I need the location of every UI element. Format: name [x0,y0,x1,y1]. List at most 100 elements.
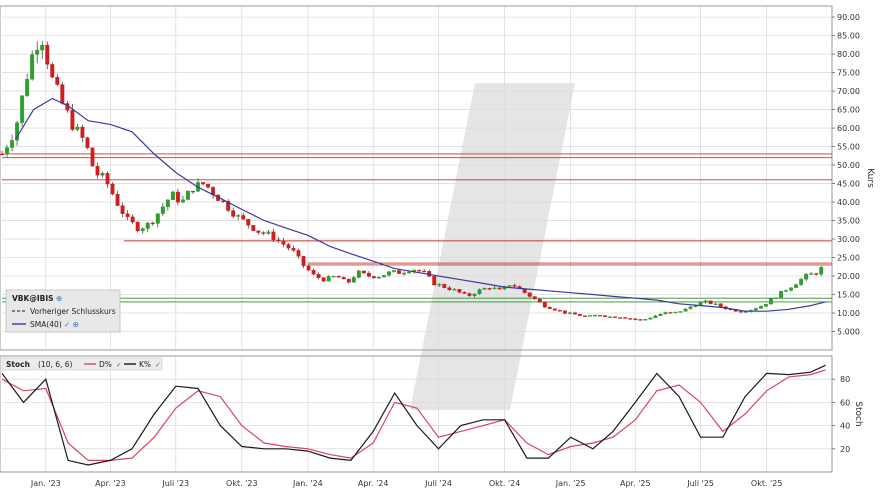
price-legend: VBK@IBIS ⊕ Vorheriger Schlusskurs SMA(40… [5,289,121,333]
candle-up [20,95,25,127]
candle-down [366,271,371,278]
candle-down [814,272,819,276]
candle-down [251,225,256,232]
candle-up [643,319,648,321]
candle-down [281,237,286,248]
candle-up [387,270,391,277]
candle-down [422,268,427,273]
stoch-y-tick-label: 60 [840,398,850,407]
candle-up [5,144,9,158]
candle-up [25,73,30,98]
stoch-legend-k-icon: ✓ [155,361,161,369]
candle-up [30,50,35,81]
candle-down [296,248,301,259]
price-y-tick-label: 15.00 [837,291,860,300]
candle-down [50,62,55,79]
price-y-tick-label: 10.00 [837,309,860,318]
candle-down [361,270,366,274]
price-y-tick-label: 60.00 [837,124,860,133]
price-levels [2,153,832,303]
candle-down [462,291,467,295]
stoch-y-tick-label: 40 [840,422,850,431]
candle-down [241,212,246,221]
candle-down [110,181,115,196]
candle-up [588,314,592,317]
x-tick-label: Apr. '25 [620,479,651,488]
candle-down [291,245,296,253]
candle-down [668,312,673,314]
candle-up [763,304,768,308]
candle-up [165,199,170,211]
candle-up [799,277,804,287]
candle-down [85,136,90,150]
price-y-tick-label: 90.00 [837,13,860,22]
candle-down [201,182,205,186]
candle-down [442,283,447,289]
candle-up [145,221,150,233]
candle-down [226,199,231,213]
candle-down [256,230,261,235]
stoch-y-axis: 20 40 60 80 [832,375,850,454]
price-y-tick-label: 70.00 [837,87,860,96]
x-tick-label: Okt. '24 [489,479,521,488]
candle-up [678,311,683,313]
candle-down [0,150,4,156]
candle-down [95,162,100,179]
candle-down [125,210,130,221]
candle-down [467,292,472,297]
candle-up [758,305,763,309]
candle-down [55,73,60,87]
candle-down [80,124,85,143]
candle-up [663,311,668,315]
price-y-tick-label: 20.00 [837,272,860,281]
candle-up [593,314,598,317]
price-y-tick-label: 25.00 [837,254,860,263]
candle-down [598,315,603,317]
x-tick-label: Juli '24 [424,479,452,488]
candle-down [547,306,552,309]
candle-up [789,287,794,292]
candle-down [246,218,251,229]
candle-up [266,230,271,235]
stoch-k-line [1,364,826,466]
x-tick-label: Okt. '25 [751,479,783,488]
candle-up [356,269,361,279]
stoch-y-tick-label: 80 [840,375,850,384]
candle-up [170,190,175,201]
candle-up [180,195,185,204]
candle-down [120,202,125,218]
candle-down [346,278,351,284]
candle-down [578,313,582,316]
legend-item-sma: SMA(40) [30,320,62,329]
candle-down [175,188,180,206]
candle-down [316,272,321,280]
stoch-legend-k: K% [139,360,151,369]
candle-up [15,120,20,146]
candle-up [774,297,778,300]
candle-down [150,221,155,226]
candle-up [402,271,407,276]
candle-down [613,316,618,318]
candle-down [271,228,276,243]
stoch-panel: 20 40 60 80 Stoch [0,355,863,473]
candle-up [784,289,788,293]
sma40-line [15,97,826,312]
candle-down [336,275,341,278]
candle-up [155,213,160,228]
stoch-d-line [1,369,826,461]
x-tick-label: Jan. '24 [292,479,323,488]
candle-down [60,82,65,105]
x-axis: Jan. '23 Apr. '23 Juli '23 Okt. '23 Jan. '24… [30,479,783,488]
candle-down [562,310,567,315]
candle-down [487,287,492,291]
price-candles [0,40,824,321]
candle-up [653,314,658,319]
candle-down [447,286,452,291]
legend-sma-icons: ✓ ⊕ [64,320,79,329]
candle-up [608,316,613,318]
candle-up [703,299,708,304]
candle-up [392,270,396,273]
candle-down [432,275,437,286]
